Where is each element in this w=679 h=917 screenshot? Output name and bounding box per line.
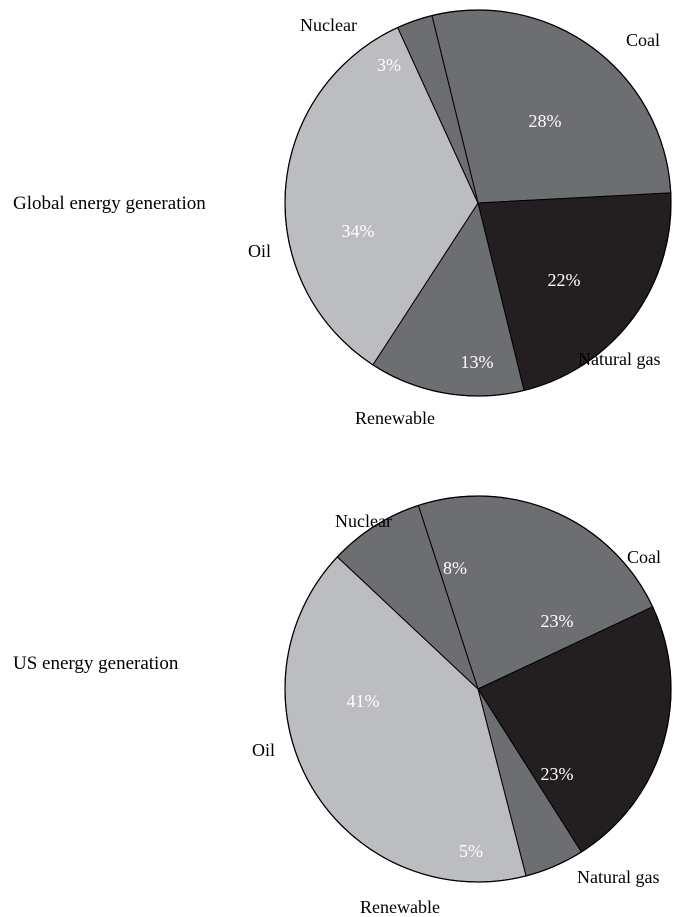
pct-label-oil: 41% <box>347 691 380 711</box>
pct-label-natural-gas: 22% <box>548 270 581 290</box>
category-label-coal: Coal <box>626 30 660 50</box>
pct-label-natural-gas: 23% <box>541 764 574 784</box>
pct-label-coal: 28% <box>529 111 562 131</box>
category-label-renewable: Renewable <box>360 897 440 917</box>
category-label-coal: Coal <box>627 547 661 567</box>
category-label-natural-gas: Natural gas <box>578 349 660 369</box>
pct-label-coal: 23% <box>541 611 574 631</box>
category-label-nuclear: Nuclear <box>335 511 392 531</box>
category-label-oil: Oil <box>248 241 271 261</box>
pct-label-nuclear: 3% <box>377 55 401 75</box>
pie-outline <box>284 495 672 883</box>
category-label-renewable: Renewable <box>355 408 435 428</box>
chart-title: US energy generation <box>13 653 179 674</box>
pct-label-oil: 34% <box>342 221 375 241</box>
category-label-oil: Oil <box>252 740 275 760</box>
pct-label-renewable: 13% <box>461 352 494 372</box>
category-label-natural-gas: Natural gas <box>577 867 659 887</box>
pie-chart-global: 28% 22% 13% 34% 3% Coal Natural gas Renewable Oi… <box>13 9 672 428</box>
pie-chart-us: 23% 23% 5% 41% 8% Coal Natural gas Renewable Oil… <box>13 495 672 917</box>
pct-label-renewable: 5% <box>459 841 483 861</box>
chart-title: Global energy generation <box>13 193 206 214</box>
pct-label-nuclear: 8% <box>443 558 467 578</box>
category-label-nuclear: Nuclear <box>300 15 357 35</box>
pie-outline <box>284 9 672 397</box>
